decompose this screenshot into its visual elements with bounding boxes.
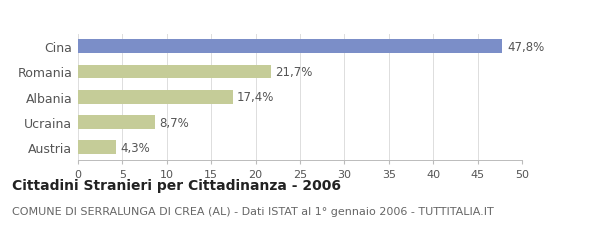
Text: 17,4%: 17,4%: [237, 91, 274, 104]
Text: 8,7%: 8,7%: [160, 116, 190, 129]
Text: Cittadini Stranieri per Cittadinanza - 2006: Cittadini Stranieri per Cittadinanza - 2…: [12, 179, 341, 193]
Bar: [78, 90, 233, 104]
Text: 21,7%: 21,7%: [275, 66, 313, 79]
Bar: [78, 141, 116, 155]
Text: COMUNE DI SERRALUNGA DI CREA (AL) - Dati ISTAT al 1° gennaio 2006 - TUTTITALIA.I: COMUNE DI SERRALUNGA DI CREA (AL) - Dati…: [12, 206, 494, 216]
Text: 4,3%: 4,3%: [121, 141, 151, 154]
Bar: [78, 116, 155, 129]
Bar: [78, 40, 502, 54]
Text: 47,8%: 47,8%: [507, 41, 544, 53]
Bar: [78, 65, 271, 79]
